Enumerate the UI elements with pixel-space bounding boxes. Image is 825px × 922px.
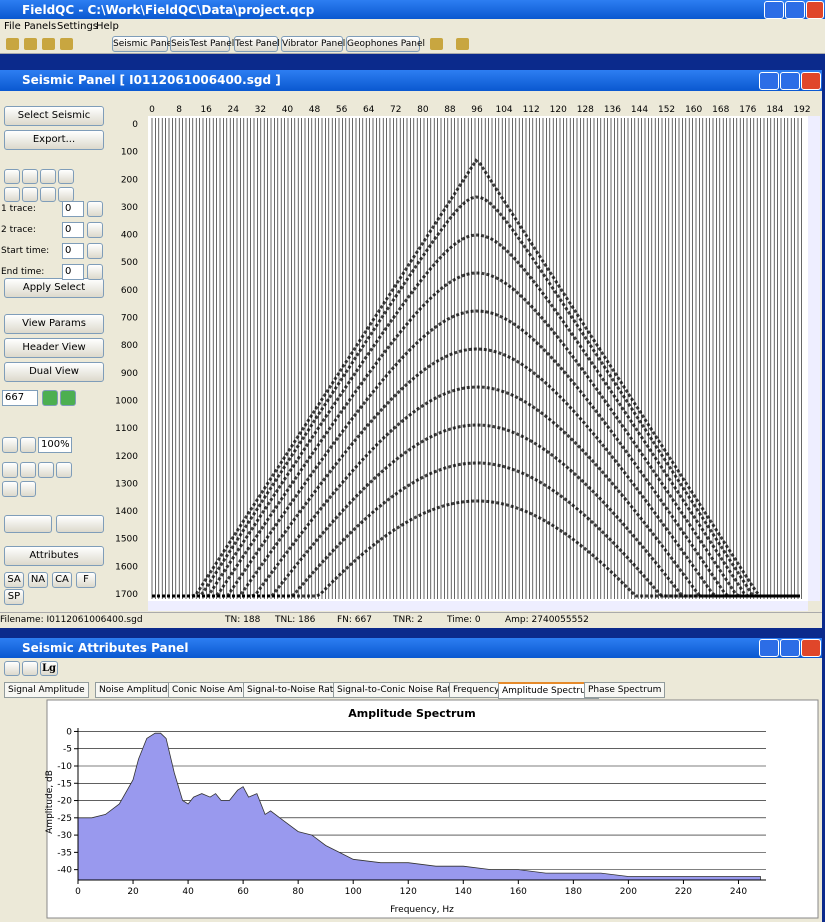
- x-tick-label: 20: [127, 887, 139, 897]
- x-tick-label: 120: [400, 887, 417, 897]
- x-axis-label: Frequency, Hz: [390, 905, 454, 915]
- x-tick-label: 240: [730, 887, 747, 897]
- y-axis-label: Amplitude, dB: [45, 770, 55, 834]
- y-tick-label: -30: [57, 831, 72, 841]
- x-tick-label: 160: [510, 887, 527, 897]
- chart: Amplitude Spectrum Frequency, Hz Amplitu…: [0, 0, 825, 922]
- y-tick-label: -20: [57, 797, 72, 807]
- x-tick-label: 220: [675, 887, 692, 897]
- y-tick-label: -35: [57, 848, 72, 858]
- screen: FieldQC - C:\Work\FieldQC\Data\project.q…: [0, 0, 825, 922]
- chart-title: Amplitude Spectrum: [348, 707, 475, 720]
- y-tick-label: 0: [66, 727, 72, 737]
- x-tick-label: 100: [345, 887, 362, 897]
- x-tick-label: 200: [620, 887, 637, 897]
- x-tick-label: 80: [292, 887, 304, 897]
- y-tick-label: -5: [63, 745, 72, 755]
- x-tick-label: 60: [237, 887, 249, 897]
- x-tick-label: 180: [565, 887, 582, 897]
- y-tick-label: -15: [57, 779, 72, 789]
- y-tick-label: -25: [57, 814, 72, 824]
- y-tick-label: -40: [57, 866, 72, 876]
- x-tick-label: 0: [75, 887, 81, 897]
- x-tick-label: 140: [455, 887, 472, 897]
- y-tick-label: -10: [57, 762, 72, 772]
- x-tick-label: 40: [182, 887, 194, 897]
